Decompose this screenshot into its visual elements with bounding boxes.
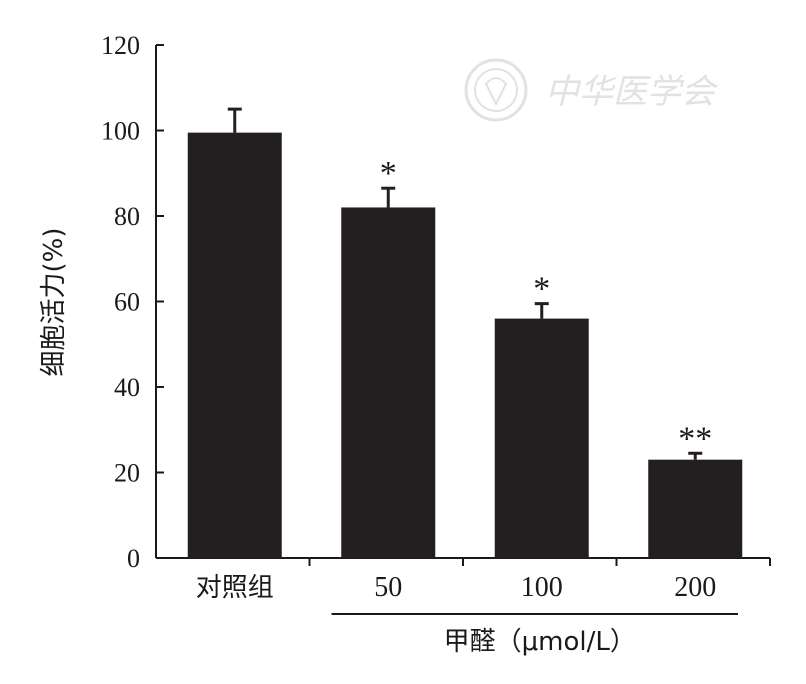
y-tick-label: 20 [114,459,140,488]
x-group-label: 甲醛（μmol/L） [444,627,636,657]
y-axis-title: 细胞活力(%) [39,228,69,377]
y-tick-label: 40 [114,373,140,402]
watermark-seal-icon [464,58,528,122]
y-tick-label: 0 [127,544,140,573]
significance-label: * [533,271,550,308]
bars [187,132,743,558]
watermark-text: 中华医学会 [545,72,719,112]
x-category-labels: 对照组 50 100 200 [196,572,717,603]
x-category-label: 100 [521,572,563,603]
error-bars [227,107,703,460]
y-tick-label: 120 [101,31,140,60]
bar [648,459,743,558]
x-category-label: 50 [374,572,402,603]
bar [187,132,282,558]
significance-label: ** [678,420,712,457]
watermark: 中华医学会 [464,58,719,122]
bar [494,318,589,558]
significance-label: * [380,155,397,192]
significance-markers: **** [380,155,713,457]
y-tick-label: 60 [114,288,140,317]
y-tick-label: 80 [114,202,140,231]
y-ticks: 0 20 40 60 80 100 120 [101,31,164,573]
x-category-label: 200 [674,572,716,603]
bar [341,207,436,558]
x-category-label: 对照组 [196,573,274,603]
y-tick-label: 100 [101,117,140,146]
